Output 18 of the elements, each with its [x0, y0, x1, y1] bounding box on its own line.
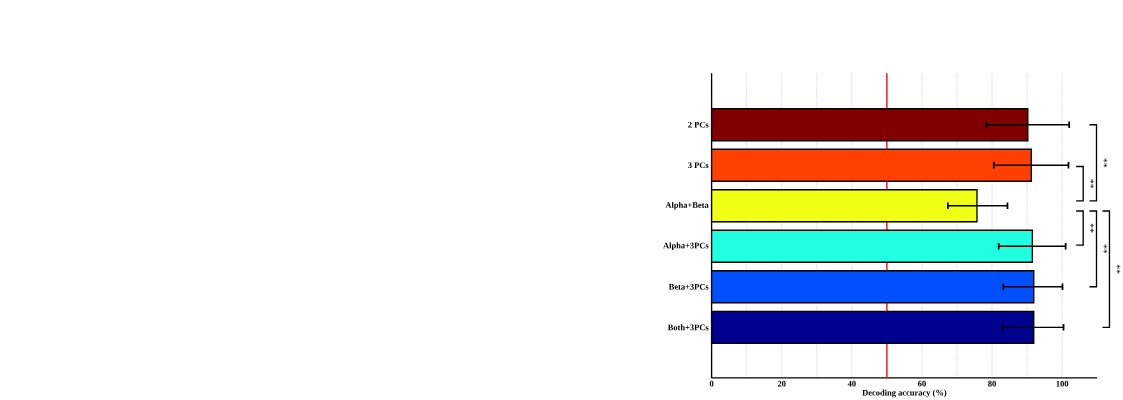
- y-tick-label: Both+3PCs: [667, 324, 709, 331]
- y-tick-label: Alpha+Beta: [665, 201, 709, 210]
- x-axis-title: Decoding accuracy (%): [862, 389, 947, 398]
- annotation: **: [1090, 179, 1094, 189]
- x-tick-label: 60: [918, 380, 926, 387]
- text: **: [1116, 264, 1121, 274]
- x-tick-label: 20: [777, 380, 786, 387]
- x-tick-label: 40: [847, 380, 856, 387]
- x-tick-label: 0: [709, 380, 714, 387]
- y-tick-label: Alpha+3PCs: [663, 242, 709, 251]
- annotation: **: [1090, 223, 1094, 233]
- text: **: [1103, 158, 1108, 168]
- x-tick-label: 80: [988, 380, 996, 387]
- x-tick-label: 100: [1056, 380, 1069, 387]
- y-tick-label: 3 PCs: [688, 162, 709, 169]
- text: **: [1103, 244, 1108, 254]
- y-tick-label: 2 PCs: [688, 121, 709, 128]
- y-tick-label: Beta+3PCs: [668, 283, 709, 290]
